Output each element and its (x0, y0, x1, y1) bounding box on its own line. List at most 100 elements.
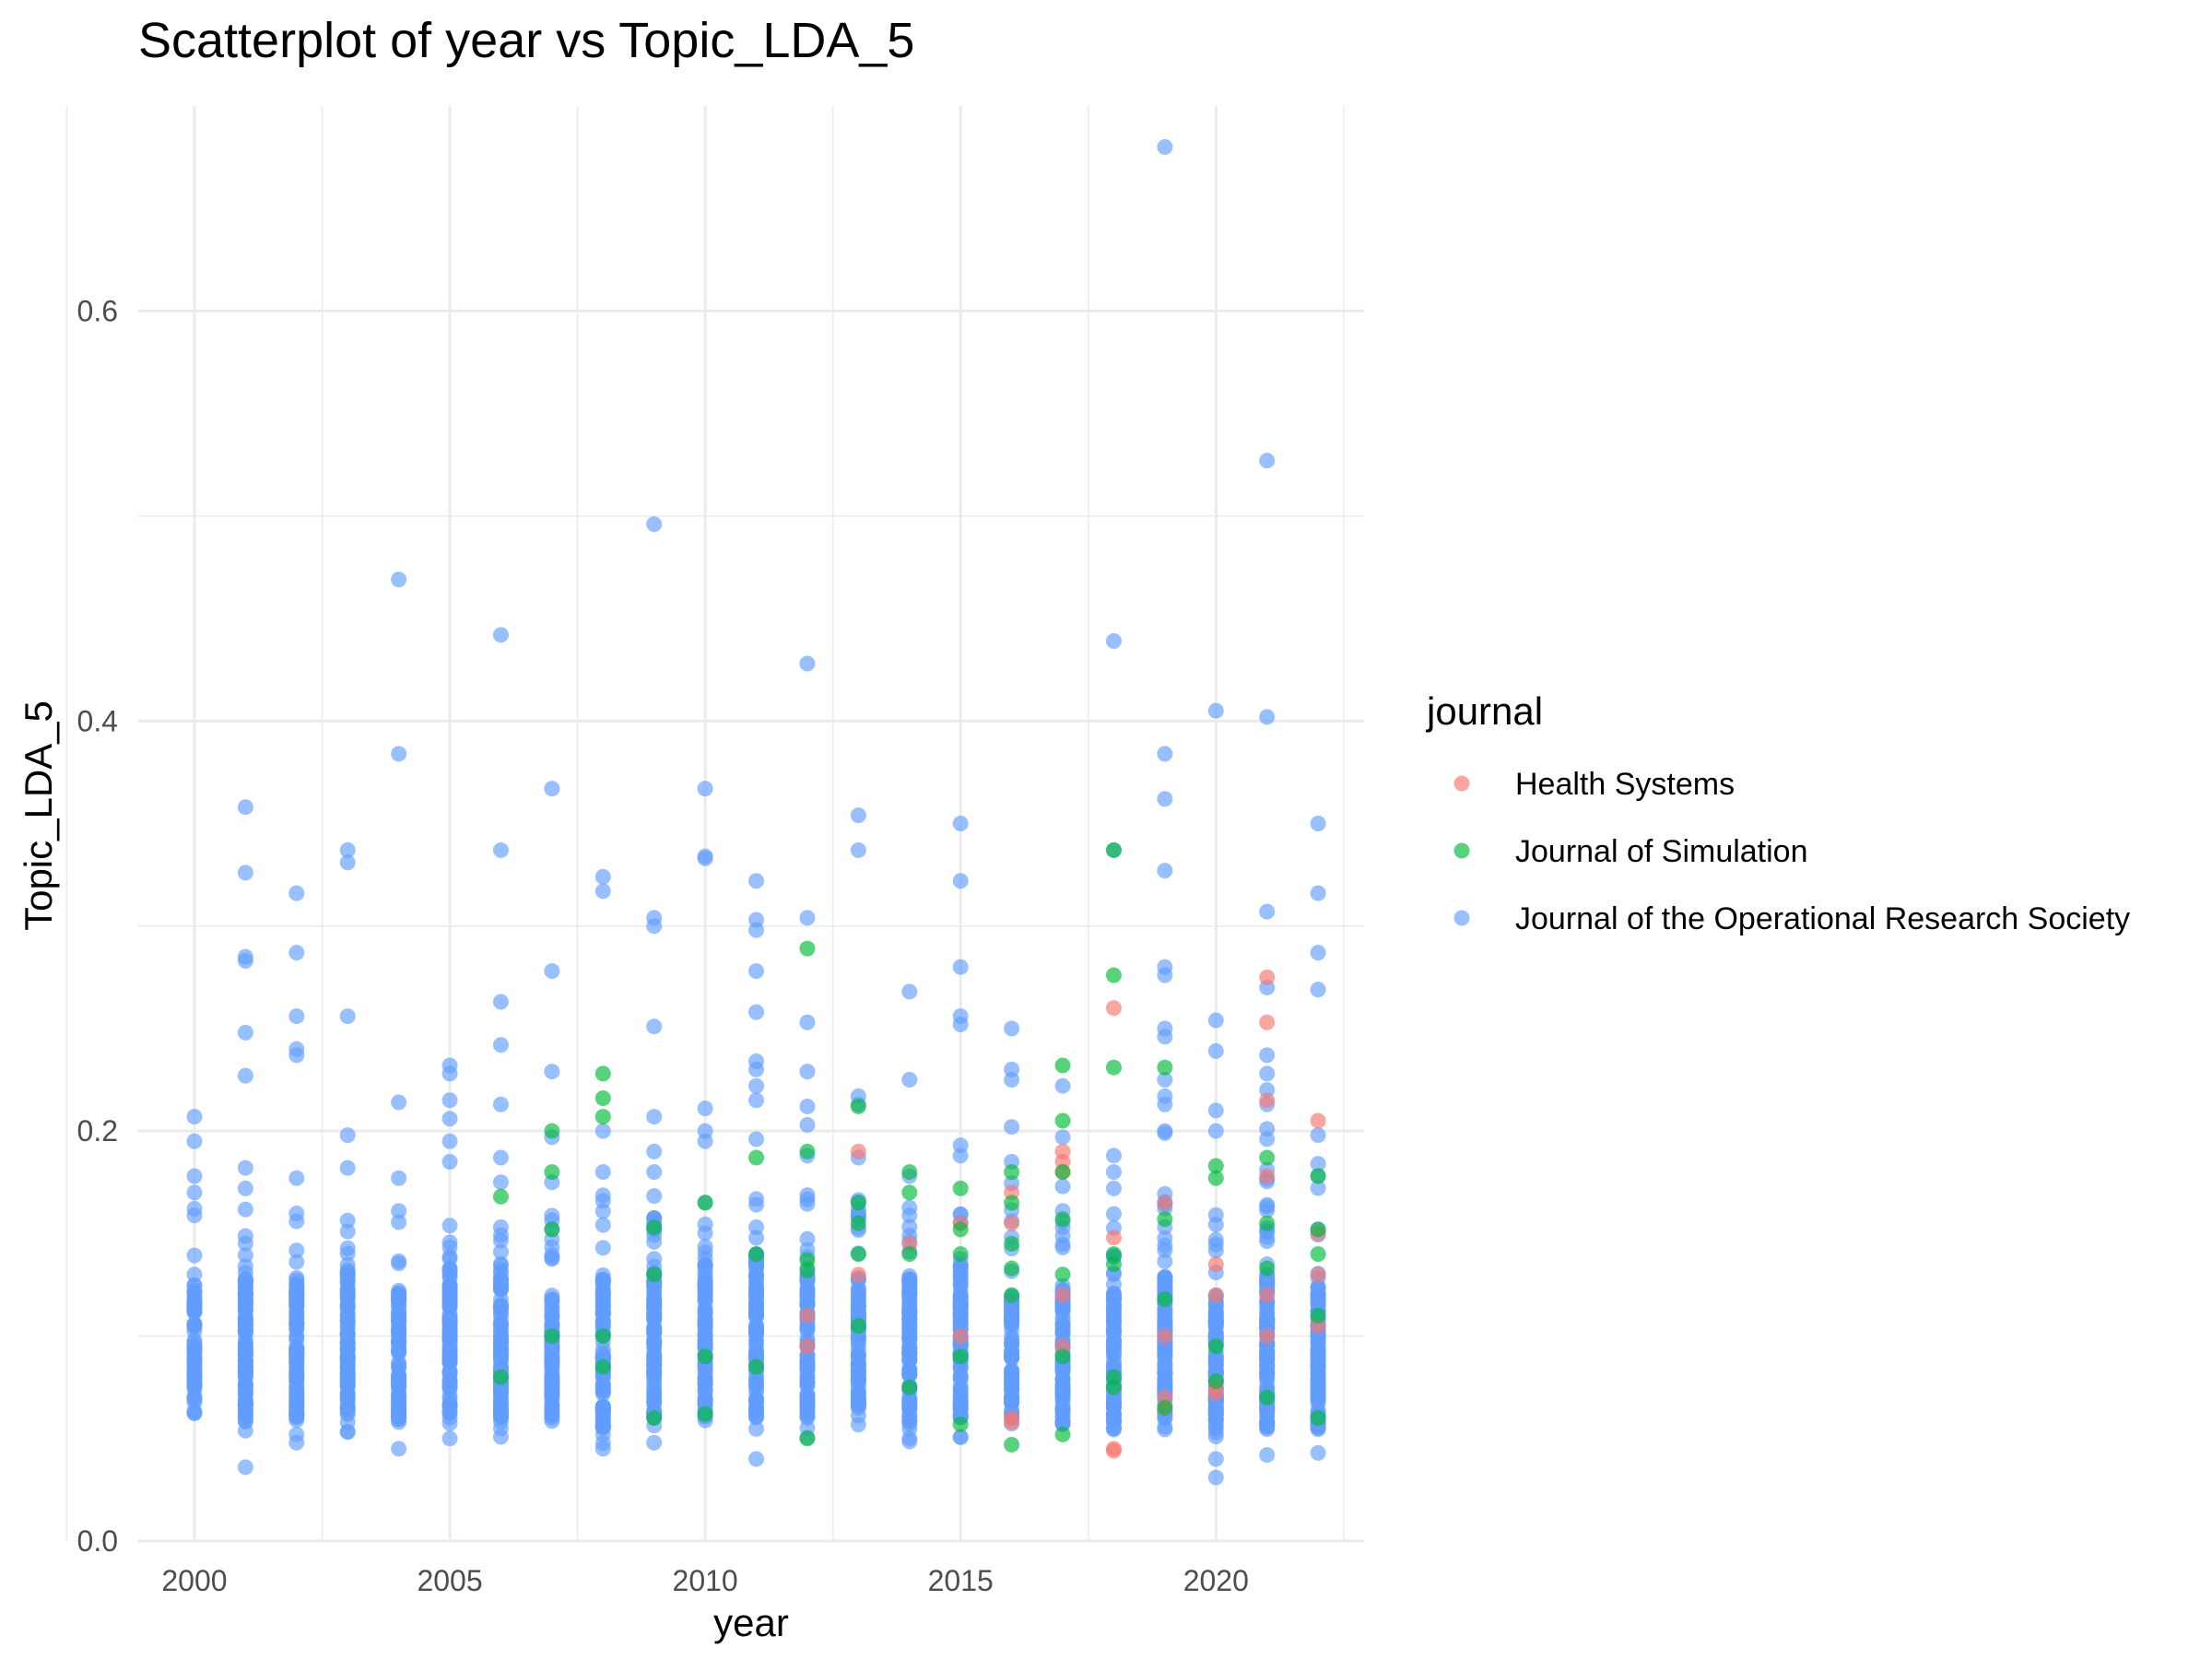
data-point-jors (1004, 1308, 1020, 1324)
data-points (186, 138, 1326, 1486)
data-point-jors (391, 1329, 407, 1346)
data-point-jors (441, 1430, 458, 1447)
data-point-jors (952, 816, 969, 831)
data-point-jors (1004, 1336, 1020, 1353)
data-point-jors (697, 1361, 713, 1378)
data-point-jors (339, 1240, 356, 1256)
data-point-journal-of-simulation (901, 1246, 918, 1263)
data-point-jors (901, 1430, 918, 1447)
data-point-jors (441, 1363, 458, 1380)
data-point-jors (441, 1133, 458, 1149)
data-point-jors (594, 1383, 611, 1400)
data-point-jors (646, 1347, 663, 1363)
data-point-jors (237, 1290, 253, 1307)
data-point-journal-of-simulation (748, 1246, 765, 1263)
data-point-jors (1004, 1362, 1020, 1379)
data-point-journal-of-simulation (594, 1090, 611, 1107)
data-point-jors (1310, 1180, 1326, 1196)
data-point-journal-of-simulation (492, 1188, 509, 1205)
data-point-jors (1157, 1096, 1173, 1112)
data-point-jors (697, 1327, 713, 1344)
data-point-jors (1207, 1411, 1224, 1428)
data-point-jors (237, 1024, 253, 1041)
data-point-journal-of-simulation (1207, 1170, 1224, 1186)
data-point-journal-of-simulation (1004, 1194, 1020, 1211)
data-point-jors (391, 1375, 407, 1392)
data-point-journal-of-simulation (1157, 1399, 1173, 1416)
data-point-jors (288, 1288, 305, 1304)
chart-title: Scatterplot of year vs Topic_LDA_5 (138, 13, 914, 68)
data-point-journal-of-simulation (1105, 1256, 1122, 1273)
data-point-jors (237, 1402, 253, 1418)
data-point-journal-of-simulation (594, 1065, 611, 1082)
data-point-jors (1004, 1072, 1020, 1088)
data-point-jors (901, 1199, 918, 1216)
data-point-journal-of-simulation (544, 1328, 560, 1345)
data-point-jors (544, 1377, 560, 1394)
data-point-jors (799, 655, 816, 672)
data-point-jors (1310, 1156, 1326, 1172)
data-point-jors (901, 1351, 918, 1368)
data-point-journal-of-simulation (697, 1194, 713, 1211)
data-point-jors (799, 910, 816, 926)
data-point-journal-of-simulation (1054, 1211, 1071, 1228)
data-point-journal-of-simulation (1054, 1266, 1071, 1283)
data-point-jors (697, 781, 713, 797)
data-point-jors (441, 1327, 458, 1344)
legend-title: journal (1425, 689, 1543, 733)
data-point-jors (288, 1406, 305, 1423)
data-point-jors (186, 1405, 203, 1421)
data-point-jors (1105, 633, 1122, 650)
data-point-jors (391, 571, 407, 588)
data-point-journal-of-simulation (901, 1184, 918, 1201)
data-point-jors (441, 1262, 458, 1278)
data-point-jors (544, 963, 560, 980)
data-point-journal-of-simulation (1054, 1164, 1071, 1181)
data-point-jors (594, 1203, 611, 1219)
data-point-jors (186, 1200, 203, 1217)
data-point-journal-of-simulation (1259, 1389, 1276, 1406)
data-point-journal-of-simulation (697, 1406, 713, 1422)
data-point-jors (646, 1335, 663, 1352)
data-point-jors (901, 1282, 918, 1299)
data-point-jors (186, 1348, 203, 1365)
legend: journal Health Systems Journal of Simulat… (1425, 689, 2130, 936)
data-point-jors (748, 1004, 765, 1020)
data-point-jors (441, 1277, 458, 1293)
data-point-journal-of-simulation (1004, 1436, 1020, 1453)
data-point-jors (1054, 1403, 1071, 1419)
data-point-jors (1105, 1180, 1122, 1196)
data-point-health-systems (1259, 1287, 1276, 1303)
data-point-jors (850, 1282, 866, 1299)
data-point-jors (391, 1203, 407, 1219)
data-point-health-systems (1259, 969, 1276, 985)
data-point-jors (952, 959, 969, 975)
data-point-jors (1157, 746, 1173, 762)
data-point-jors (850, 1407, 866, 1424)
data-point-jors (748, 1420, 765, 1437)
data-point-jors (1207, 1042, 1224, 1059)
data-point-jors (339, 1390, 356, 1406)
data-point-jors (1259, 903, 1276, 920)
data-point-journal-of-simulation (1259, 1149, 1276, 1166)
data-point-jors (1105, 1164, 1122, 1181)
data-point-jors (186, 1184, 203, 1201)
data-point-jors (1207, 1206, 1224, 1223)
data-point-jors (544, 1355, 560, 1371)
data-point-jors (748, 1230, 765, 1246)
data-point-jors (1105, 1336, 1122, 1353)
data-point-jors (339, 1212, 356, 1229)
data-point-jors (901, 1413, 918, 1430)
data-point-jors (492, 1406, 509, 1422)
data-point-jors (799, 1116, 816, 1133)
data-point-jors (1259, 1196, 1276, 1213)
data-point-jors (441, 1092, 458, 1109)
data-point-jors (1054, 1178, 1071, 1194)
data-point-jors (339, 1276, 356, 1292)
data-point-journal-of-simulation (1054, 1348, 1071, 1365)
data-point-jors (1207, 702, 1224, 719)
data-point-jors (952, 1381, 969, 1397)
data-point-jors (288, 1008, 305, 1025)
data-point-jors (288, 1314, 305, 1331)
